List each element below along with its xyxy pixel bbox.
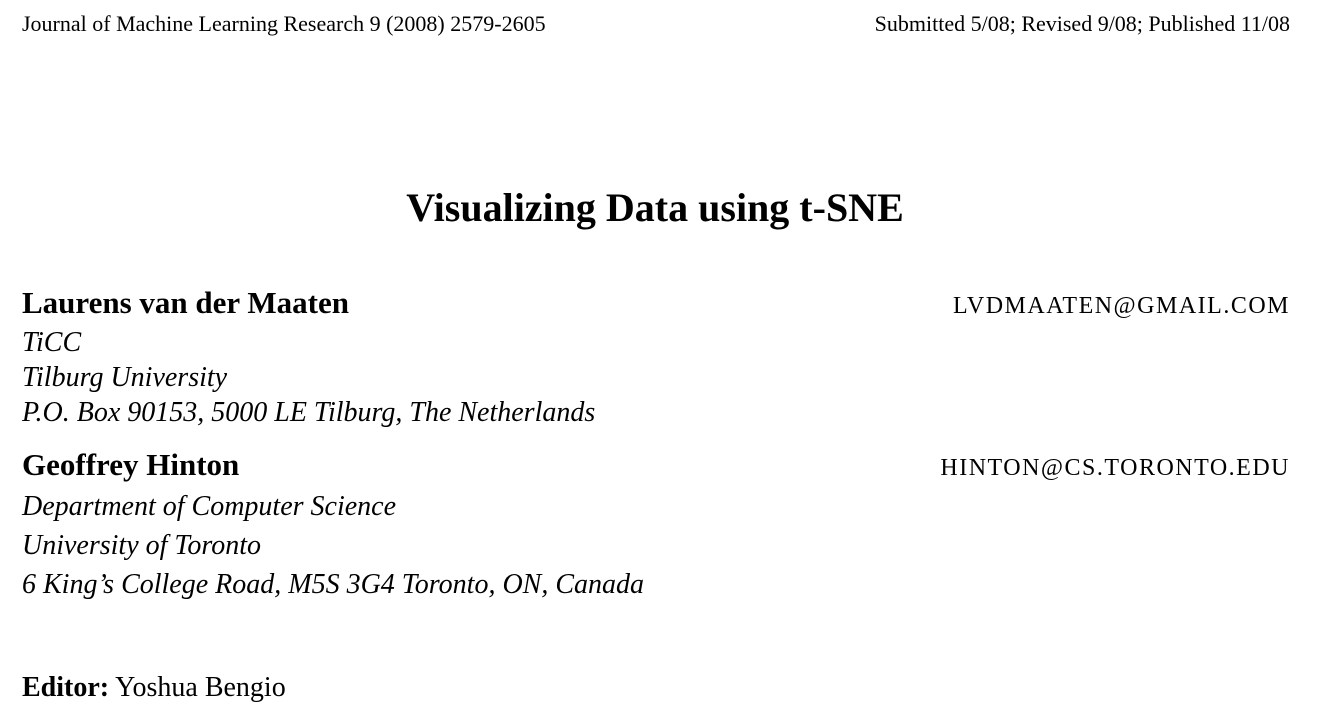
affiliation-line: University of Toronto (22, 530, 262, 561)
author-block: Geoffrey Hinton HINTON@CS.TORONTO.EDU De… (22, 446, 1290, 604)
journal-citation: Journal of Machine Learning Research 9 (… (22, 11, 546, 36)
editor-name: Yoshua Bengio (115, 672, 286, 703)
author-name: Laurens van der Maaten (22, 285, 349, 320)
editor-label: Editor: (22, 672, 110, 703)
author-affiliation: Department of Computer Science Universit… (22, 487, 1290, 604)
author-block: Laurens van der Maaten LVDMAATEN@GMAIL.C… (22, 284, 1290, 430)
author-affiliation: TiCC Tilburg University P.O. Box 90153, … (22, 325, 1290, 430)
paper-title: Visualizing Data using t-SNE (406, 185, 904, 230)
author-email: HINTON@CS.TORONTO.EDU (940, 455, 1290, 481)
affiliation-line: TiCC (22, 327, 82, 358)
affiliation-line: Tilburg University (22, 362, 228, 393)
running-head: Journal of Machine Learning Research 9 (… (22, 10, 1290, 38)
affiliation-line: Department of Computer Science (22, 491, 397, 522)
author-name: Geoffrey Hinton (22, 447, 240, 482)
affiliation-line: 6 King’s College Road, M5S 3G4 Toronto, … (22, 569, 645, 600)
author-email: LVDMAATEN@GMAIL.COM (952, 293, 1290, 319)
editor-line: Editor: Yoshua Bengio (22, 670, 286, 706)
submission-dates: Submitted 5/08; Revised 9/08; Published … (874, 11, 1290, 36)
affiliation-line: P.O. Box 90153, 5000 LE Tilburg, The Net… (22, 397, 596, 428)
